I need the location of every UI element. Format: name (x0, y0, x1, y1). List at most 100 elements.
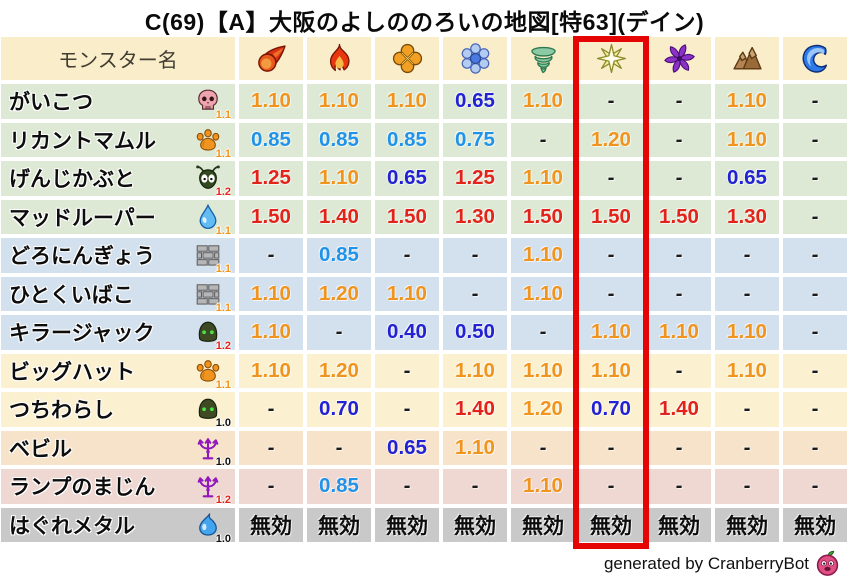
resist-value-cell: 無効 (511, 507, 575, 542)
monster-name: キラージャック (9, 322, 155, 346)
resist-value-cell: 1.10 (647, 315, 711, 350)
resist-value-cell: 1.10 (375, 276, 439, 311)
mountain-icon (732, 43, 763, 74)
resist-value-cell: 1.50 (579, 199, 643, 234)
resist-value-cell: - (715, 469, 779, 504)
resist-value-cell: - (783, 276, 847, 311)
resist-value-cell: 1.40 (307, 199, 371, 234)
column-header-flame (307, 37, 371, 80)
column-header-tornado (511, 37, 575, 80)
resist-value-cell: - (579, 469, 643, 504)
resist-value-cell: 0.85 (307, 469, 371, 504)
resist-value-cell: - (647, 122, 711, 157)
resist-value-cell: 0.75 (443, 122, 507, 157)
tornado-icon (528, 43, 559, 74)
resist-value-cell: - (579, 161, 643, 196)
monster-name: はぐれメタル (9, 514, 135, 538)
resist-value-cell: 無効 (647, 507, 711, 542)
resist-value-cell: 1.10 (375, 84, 439, 119)
monster-modifier: 1.1 (215, 147, 231, 160)
resist-value-cell: - (239, 469, 303, 504)
credit-text: generated by CranberryBot (603, 553, 809, 573)
resist-value-cell: - (647, 238, 711, 273)
resist-value-cell: - (443, 238, 507, 273)
monster-name-cell: ランプのまじん 1.2 (1, 469, 235, 506)
resist-value-cell: 1.50 (375, 199, 439, 234)
monster-modifier: 1.2 (215, 186, 231, 199)
resist-value-cell: 1.50 (239, 199, 303, 234)
resist-value-cell: 無効 (307, 507, 371, 542)
resist-value-cell: - (375, 469, 439, 504)
slime-icon: 1.0 (195, 512, 231, 545)
helmet-icon: 1.2 (195, 319, 231, 352)
monster-name: ひとくいばこ (9, 283, 134, 307)
resist-value-cell: - (443, 469, 507, 504)
resist-value-cell: - (647, 469, 711, 504)
resist-value-cell: - (307, 315, 371, 350)
resist-value-cell: 1.40 (647, 392, 711, 427)
resist-value-cell: 0.40 (375, 315, 439, 350)
resist-value-cell: 1.20 (307, 353, 371, 388)
resist-value-cell: - (715, 276, 779, 311)
resist-value-cell: 1.50 (511, 199, 575, 234)
resist-value-cell: 1.30 (715, 199, 779, 234)
monster-name: どろにんぎょう (9, 245, 155, 269)
footer-credit: generated by CranberryBot (604, 550, 841, 577)
resist-value-cell: 1.10 (579, 353, 643, 388)
resist-value-cell: - (783, 315, 847, 350)
monster-name-cell: リカントマムル 1.1 (1, 122, 235, 160)
resist-value-cell: 1.10 (715, 353, 779, 388)
skull-icon: 1.1 (195, 88, 231, 121)
resist-value-cell: 無効 (715, 507, 779, 542)
monster-name: マッドルーパー (9, 206, 156, 230)
monster-name: ベビル (9, 437, 72, 461)
monster-name: リカントマムル (9, 129, 156, 153)
resist-value-cell: - (647, 84, 711, 119)
resist-value-cell: 無効 (375, 507, 439, 542)
resist-value-cell: - (647, 276, 711, 311)
resist-value-cell: - (715, 392, 779, 427)
spark-icon (596, 43, 627, 74)
brick-icon: 1.1 (195, 281, 231, 314)
resist-value-cell: - (647, 353, 711, 388)
resist-value-cell: - (715, 430, 779, 465)
fireball-icon (256, 43, 287, 74)
resist-value-cell: 1.10 (511, 353, 575, 388)
resist-value-cell: 1.25 (239, 161, 303, 196)
monster-name-cell: ひとくいばこ 1.1 (1, 276, 235, 314)
resist-value-cell: - (239, 238, 303, 273)
resist-value-cell: - (511, 122, 575, 157)
resistance-table: モンスター名 がいこつ 1.1 1.10 1.10 1.10 0.65 1.10- -1.10… (1, 37, 847, 545)
monster-modifier: 1.1 (215, 301, 231, 314)
resist-value-cell: 1.20 (511, 392, 575, 427)
resist-value-cell: - (307, 430, 371, 465)
resist-value-cell: - (511, 430, 575, 465)
resist-value-cell: 1.10 (239, 353, 303, 388)
resist-value-cell: 1.30 (443, 199, 507, 234)
resist-value-cell: 1.10 (579, 315, 643, 350)
resist-value-cell: - (783, 392, 847, 427)
resist-value-cell: 1.20 (307, 276, 371, 311)
resist-value-cell: - (647, 161, 711, 196)
monster-name-cell: マッドルーパー 1.1 (1, 199, 235, 237)
snowflake-icon (460, 43, 491, 74)
resist-value-cell: 1.10 (511, 276, 575, 311)
resist-value-cell: 0.85 (307, 122, 371, 157)
resist-value-cell: 0.65 (375, 430, 439, 465)
resist-value-cell: 1.10 (511, 161, 575, 196)
cranberry-bot-icon (814, 550, 841, 577)
helmet-icon: 1.0 (195, 396, 231, 429)
resist-value-cell: 1.10 (511, 469, 575, 504)
resist-value-cell: 0.85 (375, 122, 439, 157)
resist-value-cell: 1.40 (443, 392, 507, 427)
monster-name-cell: どろにんぎょう 1.1 (1, 238, 235, 275)
resist-value-cell: - (783, 122, 847, 157)
resist-value-cell: - (579, 238, 643, 273)
resist-value-cell: 1.10 (715, 122, 779, 157)
monster-name-cell: げんじかぶと 1.2 (1, 161, 235, 199)
resist-value-cell: 1.50 (647, 199, 711, 234)
wave-icon (800, 43, 831, 74)
monster-name: つちわらし (9, 399, 114, 423)
monster-name: ビッグハット (9, 360, 135, 384)
